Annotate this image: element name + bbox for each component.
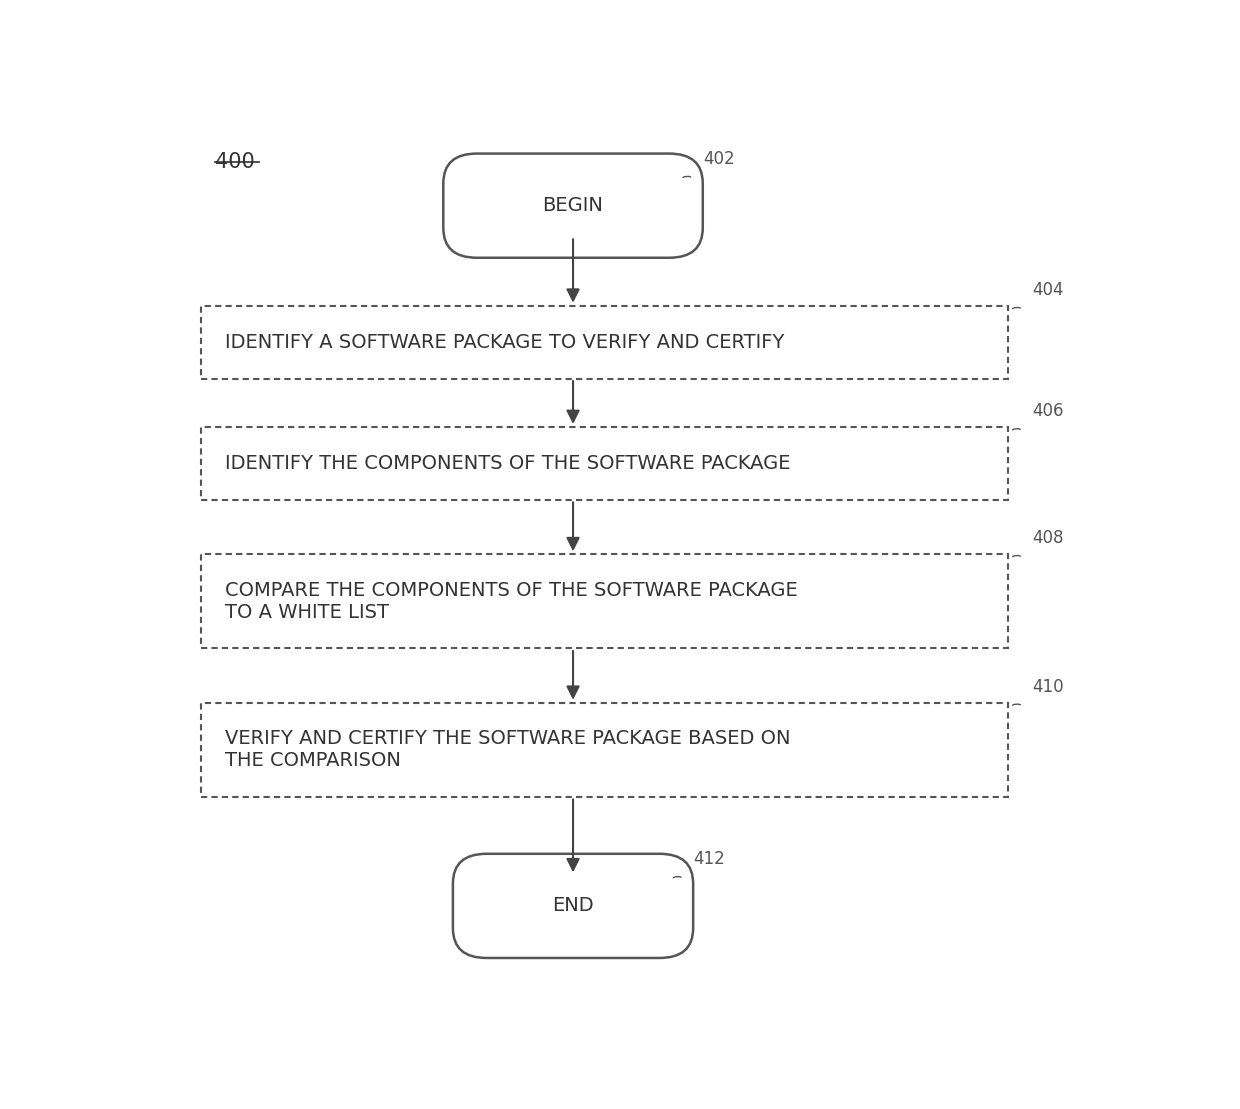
Text: 400: 400 — [215, 152, 254, 172]
FancyBboxPatch shape — [453, 854, 693, 958]
FancyBboxPatch shape — [201, 554, 1008, 648]
Text: 404: 404 — [1033, 282, 1064, 299]
Text: 412: 412 — [693, 851, 725, 868]
FancyBboxPatch shape — [201, 306, 1008, 378]
Text: COMPARE THE COMPONENTS OF THE SOFTWARE PACKAGE
TO A WHITE LIST: COMPARE THE COMPONENTS OF THE SOFTWARE P… — [226, 580, 797, 621]
FancyBboxPatch shape — [201, 427, 1008, 500]
Text: VERIFY AND CERTIFY THE SOFTWARE PACKAGE BASED ON
THE COMPARISON: VERIFY AND CERTIFY THE SOFTWARE PACKAGE … — [226, 729, 791, 770]
FancyBboxPatch shape — [201, 703, 1008, 796]
Text: 406: 406 — [1033, 403, 1064, 420]
Text: 410: 410 — [1033, 678, 1064, 695]
Text: END: END — [552, 896, 594, 915]
Text: IDENTIFY A SOFTWARE PACKAGE TO VERIFY AND CERTIFY: IDENTIFY A SOFTWARE PACKAGE TO VERIFY AN… — [226, 333, 785, 352]
Text: 408: 408 — [1033, 529, 1064, 547]
FancyBboxPatch shape — [444, 153, 703, 257]
Text: 402: 402 — [703, 150, 734, 169]
Text: IDENTIFY THE COMPONENTS OF THE SOFTWARE PACKAGE: IDENTIFY THE COMPONENTS OF THE SOFTWARE … — [226, 454, 791, 474]
Text: BEGIN: BEGIN — [543, 196, 604, 215]
